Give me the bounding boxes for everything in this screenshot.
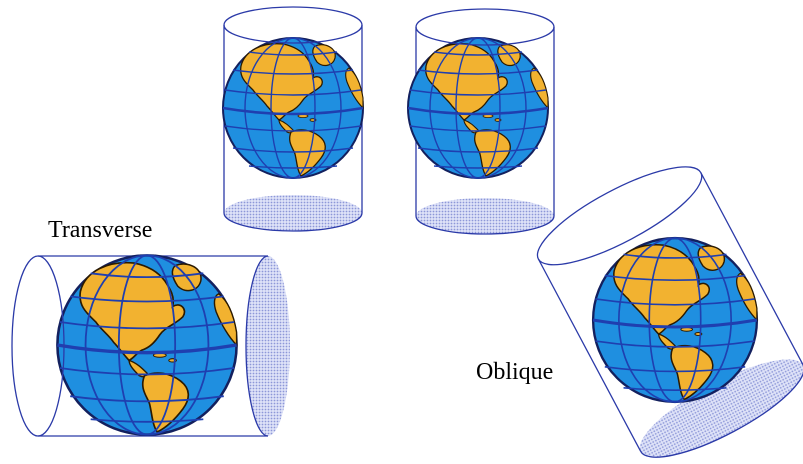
cylinder-normal-secant [406,8,555,235]
cylinder-top [536,166,703,266]
cylinder-end-shadow [246,256,290,436]
cylinder-oblique [536,166,803,458]
cylinder-left-end [11,255,65,437]
globe-icon [55,253,239,437]
cylinder-top [415,8,555,46]
oblique-label: Oblique [476,359,554,385]
cylinder-top [223,6,363,44]
globe-icon [406,36,550,180]
globe-icon [591,236,759,404]
cylinder-normal-tangent [221,6,365,232]
transverse-label: Transverse [48,217,153,243]
cylinder-bottom-shadow [416,198,554,234]
cylinder-bottom-shadow [639,359,803,458]
globe-icon [221,36,365,180]
cylinder-transverse [11,253,290,437]
cylinder-bottom-shadow [224,195,362,231]
